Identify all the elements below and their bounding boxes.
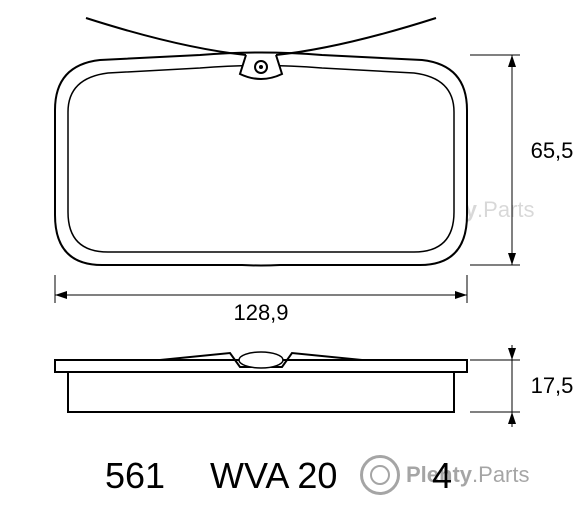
plenty-text: Plenty.Parts xyxy=(406,462,530,488)
bottom-label-right-obscured: 4 xyxy=(432,455,452,497)
bottom-label-left: 561 xyxy=(105,455,165,497)
drawing-canvas: QF QUATTRO FRENI Plenty.Parts 128,9 xyxy=(0,0,581,524)
dim-height-label: 65,5 xyxy=(522,138,581,164)
bottom-label-right-prefix: WVA 20 xyxy=(210,455,337,497)
dim-thickness xyxy=(470,345,570,465)
dim-width-label: 128,9 xyxy=(55,300,467,326)
dim-thickness-label: 17,5 xyxy=(522,373,581,399)
plenty-logo-icon xyxy=(360,455,400,495)
dim-height xyxy=(470,50,570,330)
